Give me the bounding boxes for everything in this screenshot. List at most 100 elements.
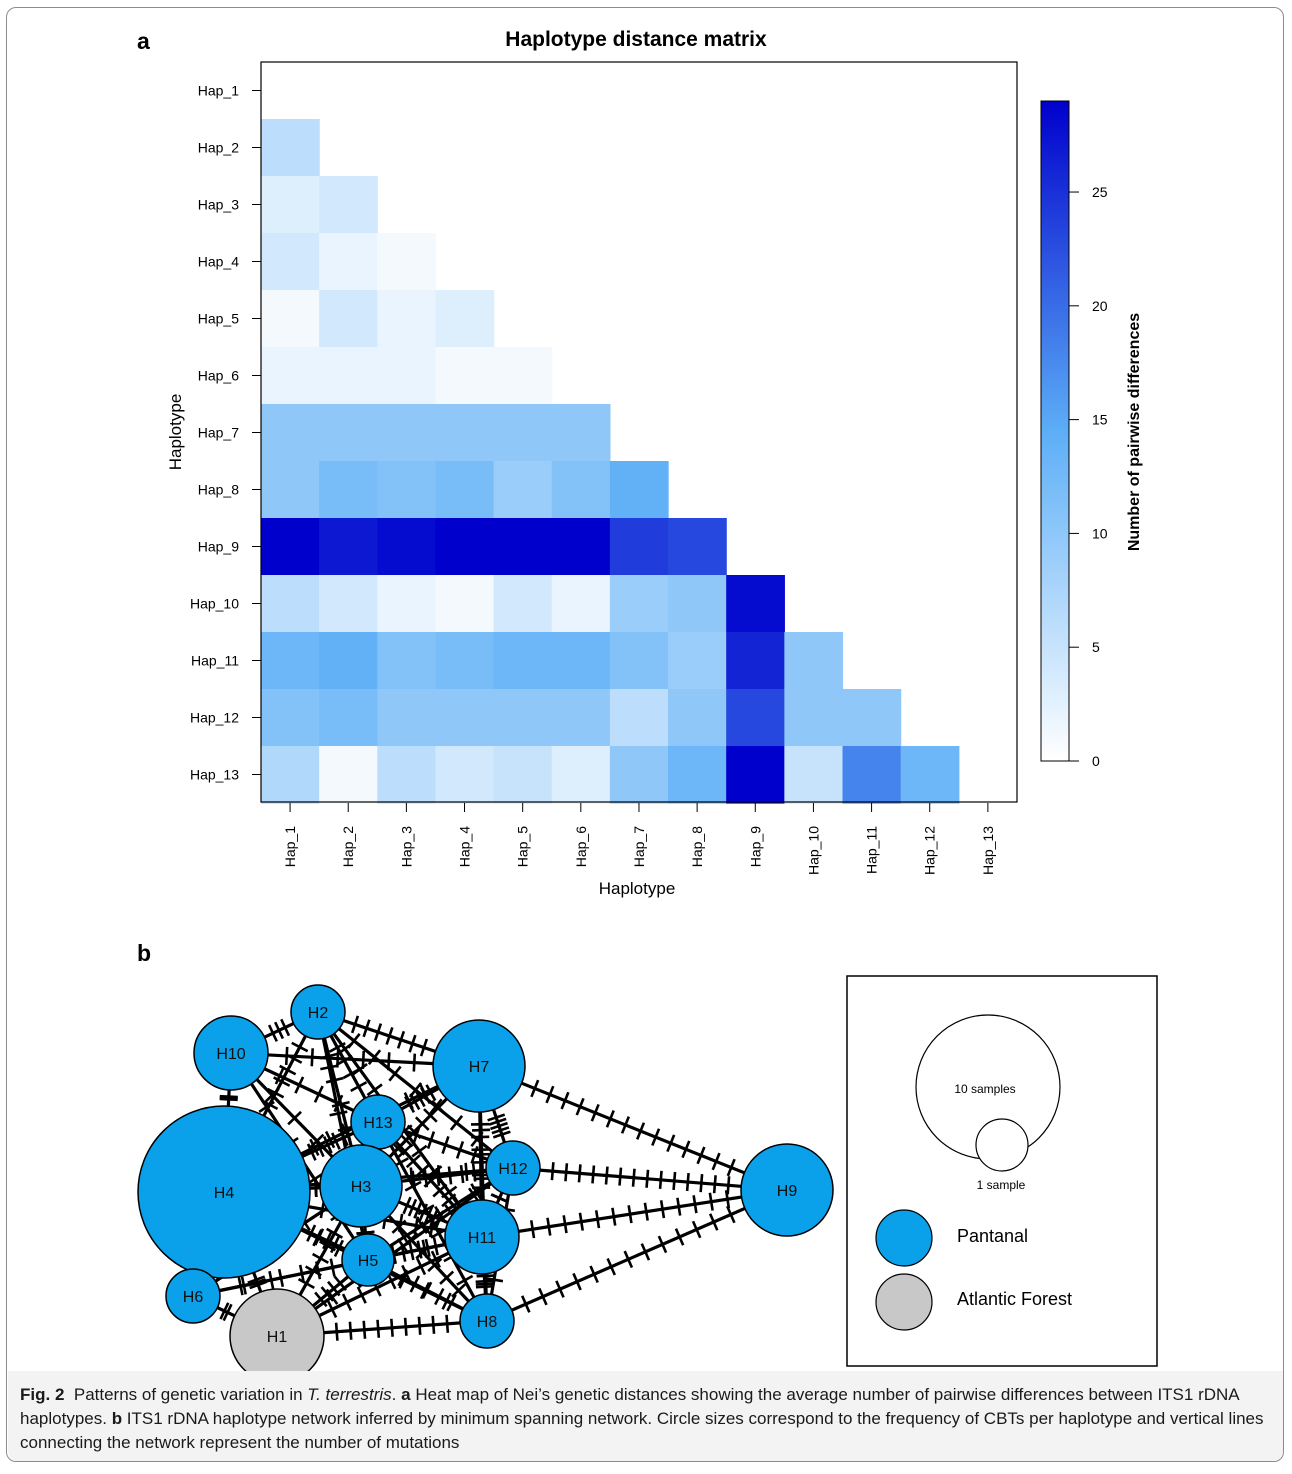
network-node-label: H4	[214, 1185, 235, 1202]
heatmap-cell	[493, 518, 553, 576]
heatmap-cell	[319, 746, 378, 804]
network-node-h4	[137, 1105, 311, 1279]
heatmap-cell	[319, 518, 378, 576]
heatmap-cell	[319, 347, 378, 405]
heatmap-cell	[609, 632, 669, 690]
x-tick-label: Hap_13	[980, 826, 996, 875]
heatmap-cell	[842, 746, 902, 804]
heatmap-cell	[319, 404, 378, 462]
heatmap-cell	[261, 518, 320, 576]
heatmap-cell	[377, 233, 437, 291]
y-tick-label: Hap_8	[198, 482, 239, 498]
caption-a-letter: a	[401, 1385, 411, 1404]
heatmap-cell	[726, 746, 785, 804]
panel-b-letter: b	[137, 940, 152, 966]
y-tick-label: Hap_3	[198, 197, 239, 213]
colorbar-tick-label: 5	[1092, 639, 1100, 655]
heatmap-cell	[261, 746, 320, 804]
heatmap-cell	[784, 746, 844, 804]
network-node-h1	[229, 1288, 325, 1380]
network-edge	[486, 1188, 788, 1323]
network-node-label: H13	[363, 1115, 392, 1132]
x-tick-label: Hap_11	[864, 826, 880, 874]
y-tick-label: Hap_9	[198, 539, 239, 555]
heatmap-cell	[377, 404, 437, 462]
heatmap-cell	[261, 233, 320, 291]
caption-species: T. terrestris	[307, 1385, 392, 1404]
colorbar-tick-label: 25	[1092, 184, 1108, 200]
network-node-label: H6	[183, 1289, 204, 1306]
network-node-h10	[193, 1015, 269, 1091]
heatmap-cell	[609, 461, 669, 519]
network-node-label: H3	[351, 1179, 372, 1196]
y-tick-label: Hap_10	[190, 596, 239, 612]
x-axis-label: Haplotype	[599, 879, 676, 898]
network-node-label: H7	[469, 1059, 490, 1076]
caption-fig-label: Fig. 2	[20, 1385, 65, 1404]
legend-atlantic-label: Atlantic Forest	[957, 1289, 1072, 1309]
network-node-label: H5	[358, 1253, 379, 1270]
heatmap-cell	[261, 461, 320, 519]
heatmap-cell	[609, 689, 669, 747]
colorbar-tick-label: 10	[1092, 525, 1108, 541]
network-node-label: H2	[308, 1005, 329, 1022]
network-edge	[478, 1064, 788, 1192]
heatmap-cell	[435, 632, 495, 690]
y-tick-label: Hap_5	[198, 311, 239, 327]
heatmap-cell	[784, 632, 844, 690]
heatmap-cell	[900, 746, 960, 804]
y-tick-label: Hap_2	[198, 140, 239, 156]
heatmap-cell	[609, 746, 669, 804]
heatmap-cell	[377, 746, 437, 804]
heatmap-cell	[668, 689, 727, 747]
heatmap-cell	[726, 689, 785, 747]
network-node-label: H12	[498, 1161, 527, 1178]
heatmap-cell	[726, 632, 785, 690]
heatmap-cell	[668, 746, 727, 804]
caption-intro: Patterns of genetic variation in	[73, 1385, 308, 1404]
heatmap-cell	[261, 632, 320, 690]
heatmap-cell	[493, 575, 553, 633]
heatmap-cell	[435, 689, 495, 747]
heatmap-cell	[261, 575, 320, 633]
caption-after-species: .	[391, 1385, 402, 1404]
heatmap-cell	[493, 404, 553, 462]
panel-a-letter: a	[137, 28, 150, 54]
heatmap-cell	[435, 290, 495, 348]
network-edge	[481, 1188, 788, 1239]
legend-atlantic-swatch	[875, 1273, 933, 1331]
x-tick-label: Hap_1	[282, 826, 298, 867]
x-tick-label: Hap_4	[457, 826, 473, 867]
heatmap-cell	[377, 518, 437, 576]
heatmap-cell	[668, 518, 727, 576]
heatmap-cell	[261, 290, 320, 348]
chart-title: Haplotype distance matrix	[505, 28, 767, 51]
heatmap-cell	[668, 575, 727, 633]
legend-pantanal-swatch	[875, 1209, 933, 1267]
heatmap-cell	[261, 119, 320, 177]
heatmap-cell	[435, 404, 495, 462]
heatmap-cell	[609, 518, 669, 576]
network-node-h9	[740, 1143, 834, 1237]
x-tick-label: Hap_6	[573, 826, 589, 867]
heatmap-cell	[319, 290, 378, 348]
heatmap-cell	[435, 347, 495, 405]
heatmap-cell	[435, 461, 495, 519]
network-node-h6	[165, 1268, 221, 1324]
colorbar-tick-label: 20	[1092, 298, 1108, 314]
network-node-label: H9	[777, 1183, 798, 1200]
y-tick-label: Hap_7	[198, 425, 239, 441]
heatmap-cell	[261, 689, 320, 747]
heatmap-cell	[261, 176, 320, 234]
heatmap-cell	[551, 518, 611, 576]
y-tick-label: Hap_12	[190, 710, 239, 726]
colorbar-tick-label: 15	[1092, 412, 1108, 428]
heatmap-cell	[493, 689, 553, 747]
heatmap-cell	[726, 575, 785, 633]
legend-size-large-label: 10 samples	[954, 1082, 1015, 1096]
heatmap-cell	[261, 404, 320, 462]
heatmap-cell	[435, 746, 495, 804]
heatmap-cell	[435, 518, 495, 576]
heatmap-cell	[319, 461, 378, 519]
heatmap-cell	[842, 689, 902, 747]
